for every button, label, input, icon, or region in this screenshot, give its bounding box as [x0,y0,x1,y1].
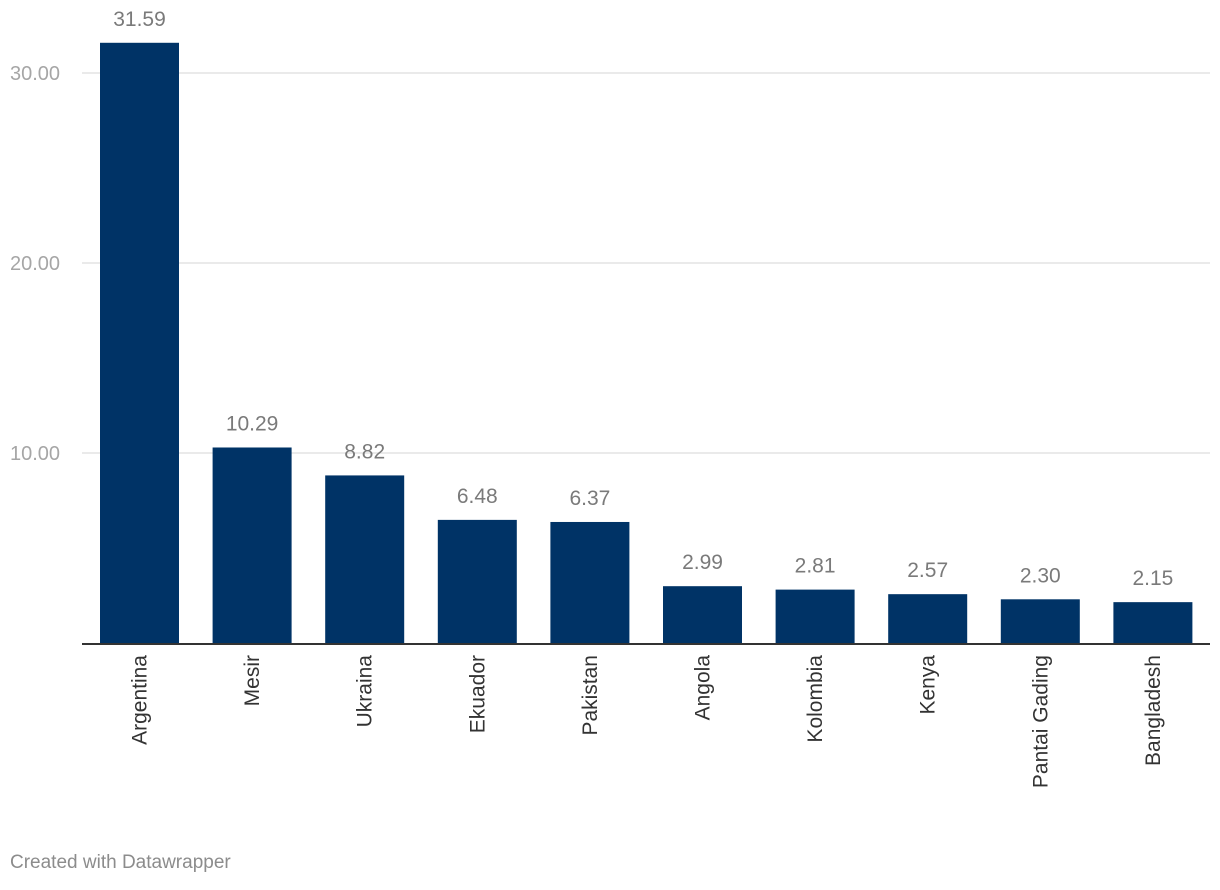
category-label: Bangladesh [1142,655,1165,766]
category-label: Ukraina [354,655,377,728]
category-label: Argentina [129,655,152,745]
data-label: 8.82 [344,440,385,463]
bar [437,519,517,643]
data-label: 2.81 [795,555,836,578]
data-label: 31.59 [113,8,166,31]
category-label: Angola [692,655,715,721]
category-label: Mesir [241,655,264,706]
data-label: 2.57 [907,559,948,582]
bar [212,447,292,643]
data-label: 2.30 [1020,564,1061,587]
credit-text: Created with Datawrapper [10,852,231,873]
bar [888,594,968,643]
category-label: Kenya [917,655,940,715]
data-label: 2.15 [1132,567,1173,590]
data-label: 2.99 [682,551,723,574]
category-label: Pakistan [579,655,602,736]
data-label: 6.48 [457,485,498,508]
bar [1113,602,1193,643]
y-tick-label: 30.00 [10,63,60,85]
bar [325,475,405,643]
bar [775,589,855,643]
category-label: Kolombia [804,655,827,743]
data-label: 10.29 [226,412,279,435]
bar [550,521,630,643]
data-label: 6.37 [569,487,610,510]
category-label: Pantai Gading [1029,655,1052,788]
bar [100,42,179,644]
category-label: Ekuador [466,655,489,733]
bar [1000,599,1080,643]
y-tick-label: 10.00 [10,443,60,465]
y-tick-label: 20.00 [10,253,60,275]
bar [663,586,742,643]
